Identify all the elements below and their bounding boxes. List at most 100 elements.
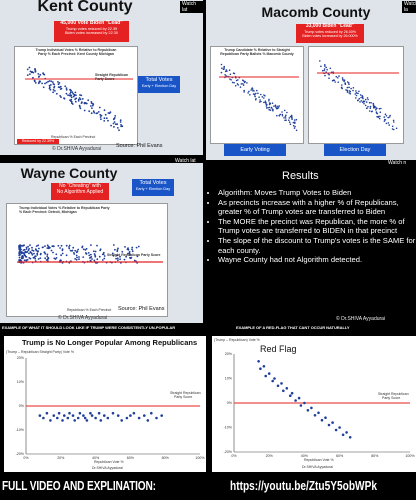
precinct-point: [359, 94, 362, 96]
precinct-point: [37, 250, 39, 252]
data-point: [294, 399, 297, 402]
precinct-point: [105, 117, 108, 120]
redflag-line-label-2: Party Score: [382, 396, 401, 400]
results-watch[interactable]: Watch n: [388, 160, 407, 166]
precinct-point: [279, 113, 282, 116]
precinct-point: [360, 100, 363, 102]
results-item-1: Algorithm: Moves Trump Votes to Biden: [218, 188, 416, 197]
precinct-point: [260, 93, 262, 96]
data-point: [129, 414, 132, 417]
popular-scatter-plot: 20%10%0%-10%-20%0% 20% 40% 60% 80% 100%: [16, 356, 206, 460]
kent-credit: © Dr.SHIVA Ayyadurai: [52, 146, 102, 152]
wayne-credit: © Dr.SHIVA Ayyadurai: [58, 315, 108, 321]
precinct-point: [319, 60, 321, 62]
precinct-point: [354, 93, 356, 95]
precinct-point: [39, 73, 42, 76]
precinct-point: [26, 68, 29, 71]
precinct-point: [370, 102, 372, 104]
precinct-point: [346, 89, 348, 92]
precinct-point: [69, 94, 71, 97]
precinct-point: [50, 249, 53, 252]
data-point: [273, 377, 276, 380]
precinct-point: [65, 88, 68, 91]
precinct-point: [65, 244, 68, 247]
precinct-point: [96, 258, 99, 261]
data-point: [85, 419, 89, 422]
precinct-point: [131, 246, 134, 249]
precinct-point: [229, 78, 231, 80]
precinct-point: [53, 257, 56, 260]
precinct-point: [286, 111, 288, 114]
precinct-point: [18, 254, 20, 257]
precinct-point: [233, 72, 236, 75]
data-point: [331, 421, 334, 424]
precinct-point: [114, 115, 117, 117]
kent-red-line2: Trump votes reduced by 22.39: [65, 26, 118, 31]
precinct-point: [29, 73, 31, 75]
macomb-early-voting-label: Early Voting: [224, 144, 286, 156]
precinct-point: [57, 83, 60, 86]
redflag-chart-title: Red Flag: [260, 344, 297, 354]
precinct-point: [358, 90, 360, 93]
precinct-point: [385, 115, 388, 117]
precinct-point: [323, 68, 326, 70]
precinct-point: [276, 114, 278, 117]
popular-dots: [38, 411, 163, 422]
precinct-point: [35, 249, 38, 252]
precinct-point: [234, 85, 237, 87]
x-tick-label: 80%: [162, 456, 170, 460]
precinct-point: [340, 87, 343, 89]
precinct-point: [222, 68, 225, 71]
precinct-point: [130, 256, 133, 259]
precinct-point: [64, 85, 67, 88]
precinct-point: [85, 247, 88, 250]
precinct-point: [243, 91, 245, 93]
precinct-point: [60, 96, 62, 98]
precinct-point: [116, 254, 119, 257]
precinct-point: [71, 103, 74, 105]
macomb-watch-later[interactable]: Watch la: [402, 1, 416, 13]
precinct-point: [74, 100, 77, 103]
precinct-point: [384, 113, 387, 115]
precinct-point: [352, 87, 355, 89]
precinct-point: [257, 92, 259, 95]
data-point: [71, 414, 75, 417]
precinct-point: [34, 82, 37, 84]
macomb-county-title: Macomb County: [261, 4, 371, 20]
popular-y-label: (Trump – Republican Straight Party) Vote…: [6, 350, 74, 354]
precinct-point: [102, 253, 105, 256]
precinct-point: [72, 246, 75, 249]
precinct-point: [68, 244, 71, 247]
precinct-point: [41, 82, 43, 85]
watch-later-label[interactable]: Watch lat: [180, 1, 203, 13]
precinct-point: [271, 102, 274, 104]
footer-video-link[interactable]: https://youtu.be/Ztu5Y5obWPk: [230, 478, 378, 493]
precinct-point: [119, 258, 121, 261]
precinct-point: [111, 252, 114, 255]
precinct-point: [333, 79, 336, 82]
precinct-point: [344, 82, 346, 84]
precinct-point: [366, 107, 368, 109]
precinct-point: [324, 74, 326, 77]
macomb-red-line2: Trump votes reduced by 26.00%: [304, 29, 356, 34]
precinct-point: [112, 255, 115, 257]
data-point: [83, 416, 87, 420]
precinct-point: [117, 247, 119, 250]
precinct-point: [74, 249, 77, 252]
precinct-point: [71, 91, 74, 93]
precinct-point: [35, 245, 38, 247]
y-tick-label: 0%: [19, 404, 25, 408]
precinct-point: [131, 248, 133, 251]
precinct-point: [24, 251, 26, 254]
precinct-point: [114, 123, 117, 126]
precinct-point: [48, 84, 51, 87]
watch-later-mid-left[interactable]: Watch lat: [175, 158, 196, 164]
kent-chart-title-2: Party % Each Precinct: Kent County Michi…: [37, 52, 115, 56]
data-point: [38, 414, 42, 417]
precinct-point: [131, 250, 134, 253]
precinct-point: [388, 116, 391, 118]
wayne-county-title: Wayne County: [20, 165, 118, 181]
precinct-point: [113, 121, 116, 123]
popular-x-label: Republican Vote %: [94, 460, 124, 464]
precinct-point: [22, 245, 24, 247]
